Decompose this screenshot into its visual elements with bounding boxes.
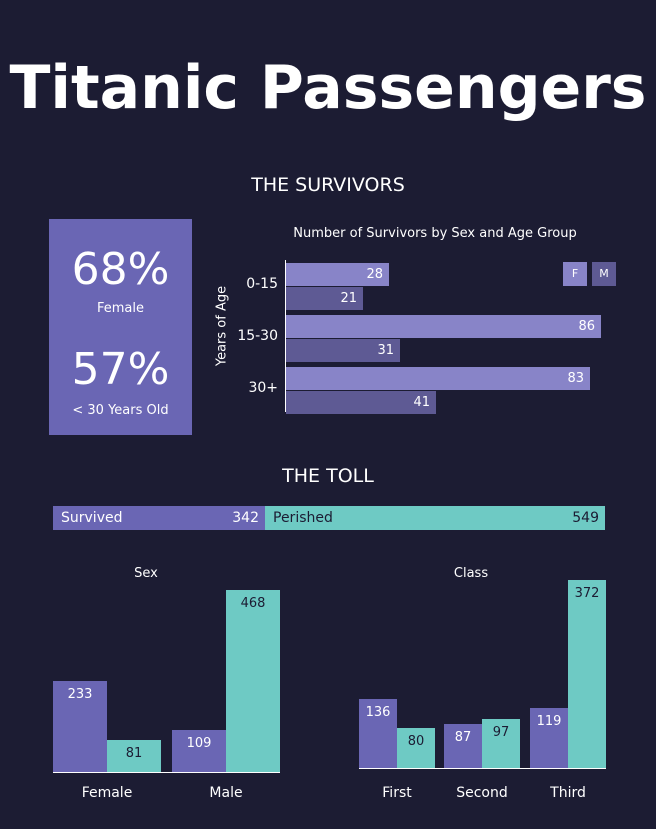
sex-bar-female-perished-value-label: 81: [125, 746, 143, 761]
age-category-label: 0-15: [246, 276, 278, 292]
toll-segment-label: Survived: [61, 510, 123, 526]
sex-bar-male-perished: 468: [226, 590, 280, 772]
age-bar-male-value-label: 41: [413, 395, 430, 410]
age-bar-male-value-label: 21: [340, 291, 357, 306]
sex-bar-male-survived: 109: [172, 730, 226, 772]
toll-segment-value: 549: [572, 510, 599, 526]
class-bar-second-survived: 87: [444, 724, 482, 768]
sex-chart-title: Sex: [134, 566, 158, 581]
age-bar-male: 21: [286, 287, 363, 310]
class-category-label: Second: [456, 785, 508, 801]
class-category-label: Third: [550, 785, 586, 801]
legend-female: F: [563, 262, 587, 286]
age-chart-axis-line: [285, 260, 286, 412]
class-bar-second-perished: 97: [482, 719, 520, 768]
age-bar-female: 86: [286, 315, 601, 338]
toll-section-title: THE TOLL: [282, 465, 374, 487]
legend-male: M: [592, 262, 616, 286]
age-chart-title: Number of Survivors by Sex and Age Group: [293, 226, 577, 241]
age-bar-male: 31: [286, 339, 400, 362]
age-chart-y-axis-label: Years of Age: [214, 285, 230, 367]
sex-chart-baseline: [53, 772, 280, 773]
page-title: Titanic Passengers: [9, 53, 647, 123]
female-percent-value: 68%: [71, 244, 170, 295]
age-bar-female: 28: [286, 263, 389, 286]
female-percent-label: Female: [96, 301, 144, 316]
class-bar-first-perished: 80: [397, 728, 435, 768]
class-category-label: First: [382, 785, 412, 801]
age-category-label: 15-30: [237, 328, 278, 344]
toll-segment-value: 342: [232, 510, 259, 526]
survivors-section-title: THE SURVIVORS: [251, 174, 405, 196]
sex-bar-male-survived-value-label: 109: [186, 736, 212, 751]
class-chart-title: Class: [453, 566, 489, 581]
class-bar-first-perished-value-label: 80: [407, 734, 425, 749]
class-bar-third-perished-value-label: 372: [574, 586, 600, 601]
sex-bar-female-survived-value-label: 233: [67, 687, 93, 702]
toll-segment-survived: Survived 342: [53, 506, 265, 530]
age-bar-male-value-label: 31: [377, 343, 394, 358]
under-30-percent-value: 57%: [71, 344, 170, 395]
age-category-label: 30+: [248, 380, 278, 396]
class-bar-first-survived: 136: [359, 699, 397, 768]
toll-segment-perished: Perished 549: [265, 506, 605, 530]
class-bar-third-survived: 119: [530, 708, 568, 768]
sex-category-label: Male: [209, 785, 243, 801]
survivor-stats-card: 68% Female 57% < 30 Years Old: [49, 219, 192, 435]
class-bar-first-survived-value-label: 136: [365, 705, 391, 720]
class-bar-third-survived-value-label: 119: [536, 714, 562, 729]
class-bar-second-perished-value-label: 97: [492, 725, 510, 740]
class-bar-second-survived-value-label: 87: [454, 730, 472, 745]
class-chart-baseline: [359, 768, 606, 769]
age-bar-female-value-label: 28: [366, 267, 383, 282]
sex-bar-male-perished-value-label: 468: [240, 596, 266, 611]
class-bar-third-perished: 372: [568, 580, 606, 768]
sex-category-label: Female: [81, 785, 133, 801]
age-bar-male: 41: [286, 391, 436, 414]
under-30-percent-label: < 30 Years Old: [72, 403, 169, 418]
sex-bar-female-perished: 81: [107, 740, 161, 772]
age-bar-female: 83: [286, 367, 590, 390]
age-bar-female-value-label: 86: [578, 319, 595, 334]
age-bar-female-value-label: 83: [567, 371, 584, 386]
toll-stacked-bar: Survived 342 Perished 549: [53, 506, 605, 530]
toll-segment-label: Perished: [273, 510, 333, 526]
sex-bar-female-survived: 233: [53, 681, 107, 772]
